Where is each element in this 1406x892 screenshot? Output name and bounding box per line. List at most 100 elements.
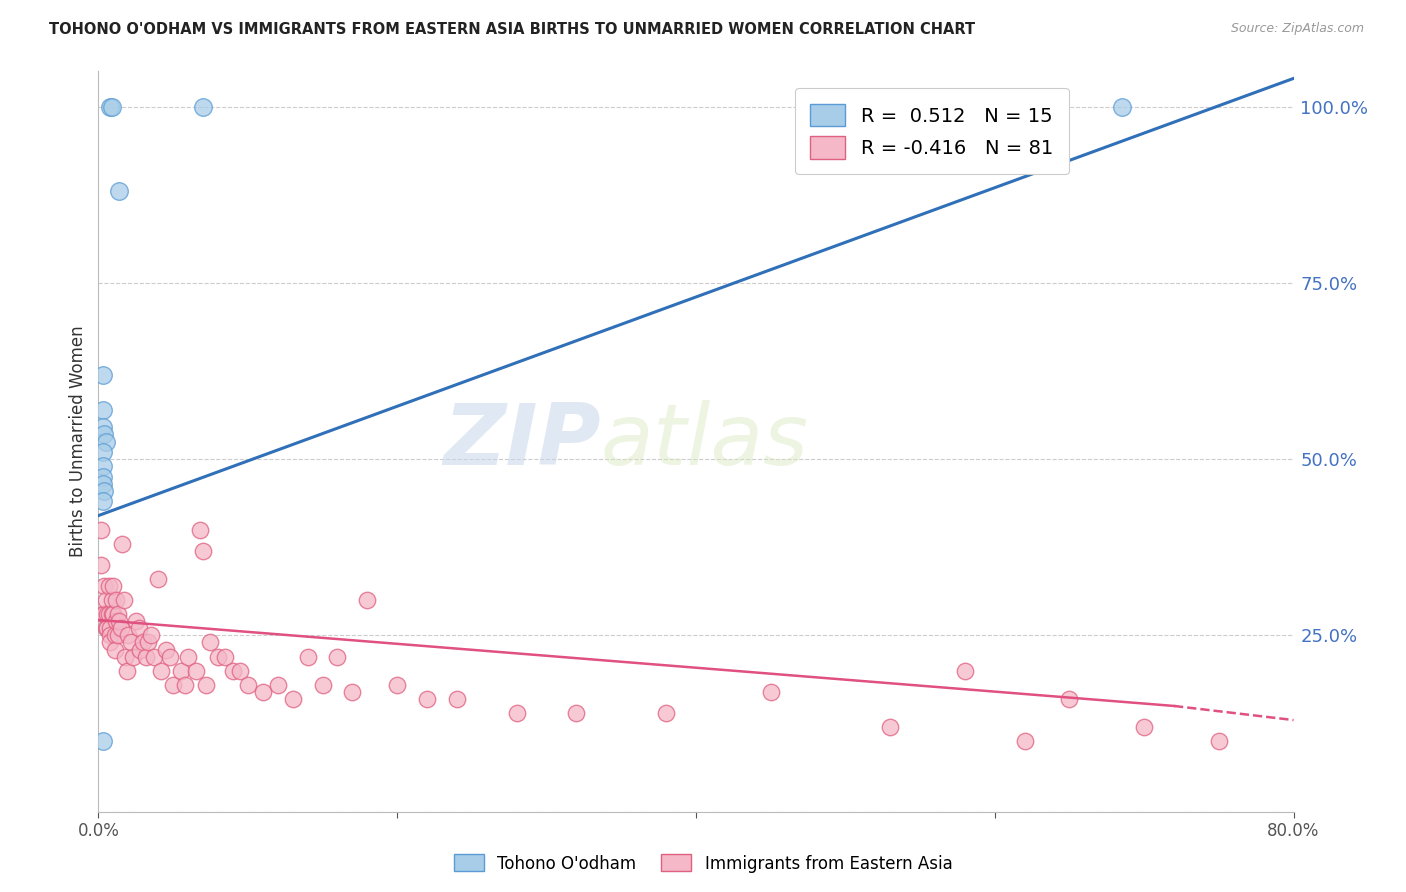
Point [1111, 100, 1133, 114]
Point [107, 607, 129, 622]
Point [446, 692, 468, 706]
Point [565, 706, 588, 720]
Point [98, 100, 122, 114]
Point [98, 628, 122, 642]
Point [759, 685, 782, 699]
Point [101, 593, 124, 607]
Point [117, 628, 139, 642]
Point [195, 678, 218, 692]
Point [1133, 720, 1156, 734]
Point [91, 368, 114, 382]
Point [91, 420, 114, 434]
Text: ZIP: ZIP [443, 400, 600, 483]
Point [90, 523, 112, 537]
Point [150, 664, 173, 678]
Point [93, 579, 115, 593]
Point [108, 184, 131, 198]
Point [103, 579, 125, 593]
Point [191, 544, 214, 558]
Point [120, 635, 142, 649]
Point [90, 558, 112, 572]
Point [169, 664, 191, 678]
Point [93, 607, 115, 622]
Point [207, 649, 229, 664]
Point [236, 678, 259, 692]
Point [229, 664, 252, 678]
Point [326, 649, 349, 664]
Point [91, 402, 114, 417]
Point [879, 720, 901, 734]
Point [385, 678, 409, 692]
Point [115, 664, 138, 678]
Point [200, 635, 222, 649]
Point [93, 483, 115, 498]
Point [91, 734, 114, 748]
Point [177, 649, 200, 664]
Point [1208, 734, 1230, 748]
Point [112, 593, 135, 607]
Point [101, 607, 124, 622]
Point [155, 642, 177, 657]
Point [91, 445, 114, 459]
Point [128, 621, 150, 635]
Point [267, 678, 290, 692]
Point [98, 621, 122, 635]
Point [148, 572, 170, 586]
Point [104, 642, 127, 657]
Point [188, 523, 211, 537]
Point [91, 476, 114, 491]
Point [91, 607, 114, 622]
Point [114, 649, 136, 664]
Point [506, 706, 529, 720]
Point [94, 621, 117, 635]
Point [356, 593, 378, 607]
Point [105, 593, 128, 607]
Point [111, 537, 134, 551]
Point [655, 706, 678, 720]
Point [311, 678, 333, 692]
Point [94, 434, 117, 449]
Point [135, 649, 157, 664]
Point [110, 621, 132, 635]
Point [104, 628, 127, 642]
Text: atlas: atlas [600, 400, 808, 483]
Point [97, 607, 120, 622]
Point [94, 593, 117, 607]
Point [184, 664, 207, 678]
Legend: R =  0.512   N = 15, R = -0.416   N = 81: R = 0.512 N = 15, R = -0.416 N = 81 [794, 88, 1069, 174]
Point [174, 678, 197, 692]
Point [103, 607, 125, 622]
Point [162, 678, 184, 692]
Point [97, 579, 120, 593]
Point [416, 692, 439, 706]
Point [142, 649, 165, 664]
Point [93, 427, 115, 442]
Point [191, 100, 214, 114]
Point [139, 628, 162, 642]
Point [252, 685, 274, 699]
Point [101, 100, 124, 114]
Point [953, 664, 976, 678]
Point [159, 649, 181, 664]
Point [136, 635, 159, 649]
Point [342, 685, 364, 699]
Point [1014, 734, 1036, 748]
Point [281, 692, 304, 706]
Point [125, 615, 148, 629]
Point [91, 494, 114, 508]
Y-axis label: Births to Unmarried Women: Births to Unmarried Women [69, 326, 87, 558]
Point [98, 635, 122, 649]
Point [96, 621, 118, 635]
Point [91, 470, 114, 484]
Text: TOHONO O'ODHAM VS IMMIGRANTS FROM EASTERN ASIA BIRTHS TO UNMARRIED WOMEN CORRELA: TOHONO O'ODHAM VS IMMIGRANTS FROM EASTER… [49, 22, 976, 37]
Legend: Tohono O'odham, Immigrants from Eastern Asia: Tohono O'odham, Immigrants from Eastern … [447, 847, 959, 880]
Point [214, 649, 236, 664]
Point [1059, 692, 1081, 706]
Text: Source: ZipAtlas.com: Source: ZipAtlas.com [1230, 22, 1364, 36]
Point [129, 642, 152, 657]
Point [297, 649, 319, 664]
Point [91, 459, 114, 474]
Point [108, 615, 131, 629]
Point [105, 615, 128, 629]
Point [121, 649, 143, 664]
